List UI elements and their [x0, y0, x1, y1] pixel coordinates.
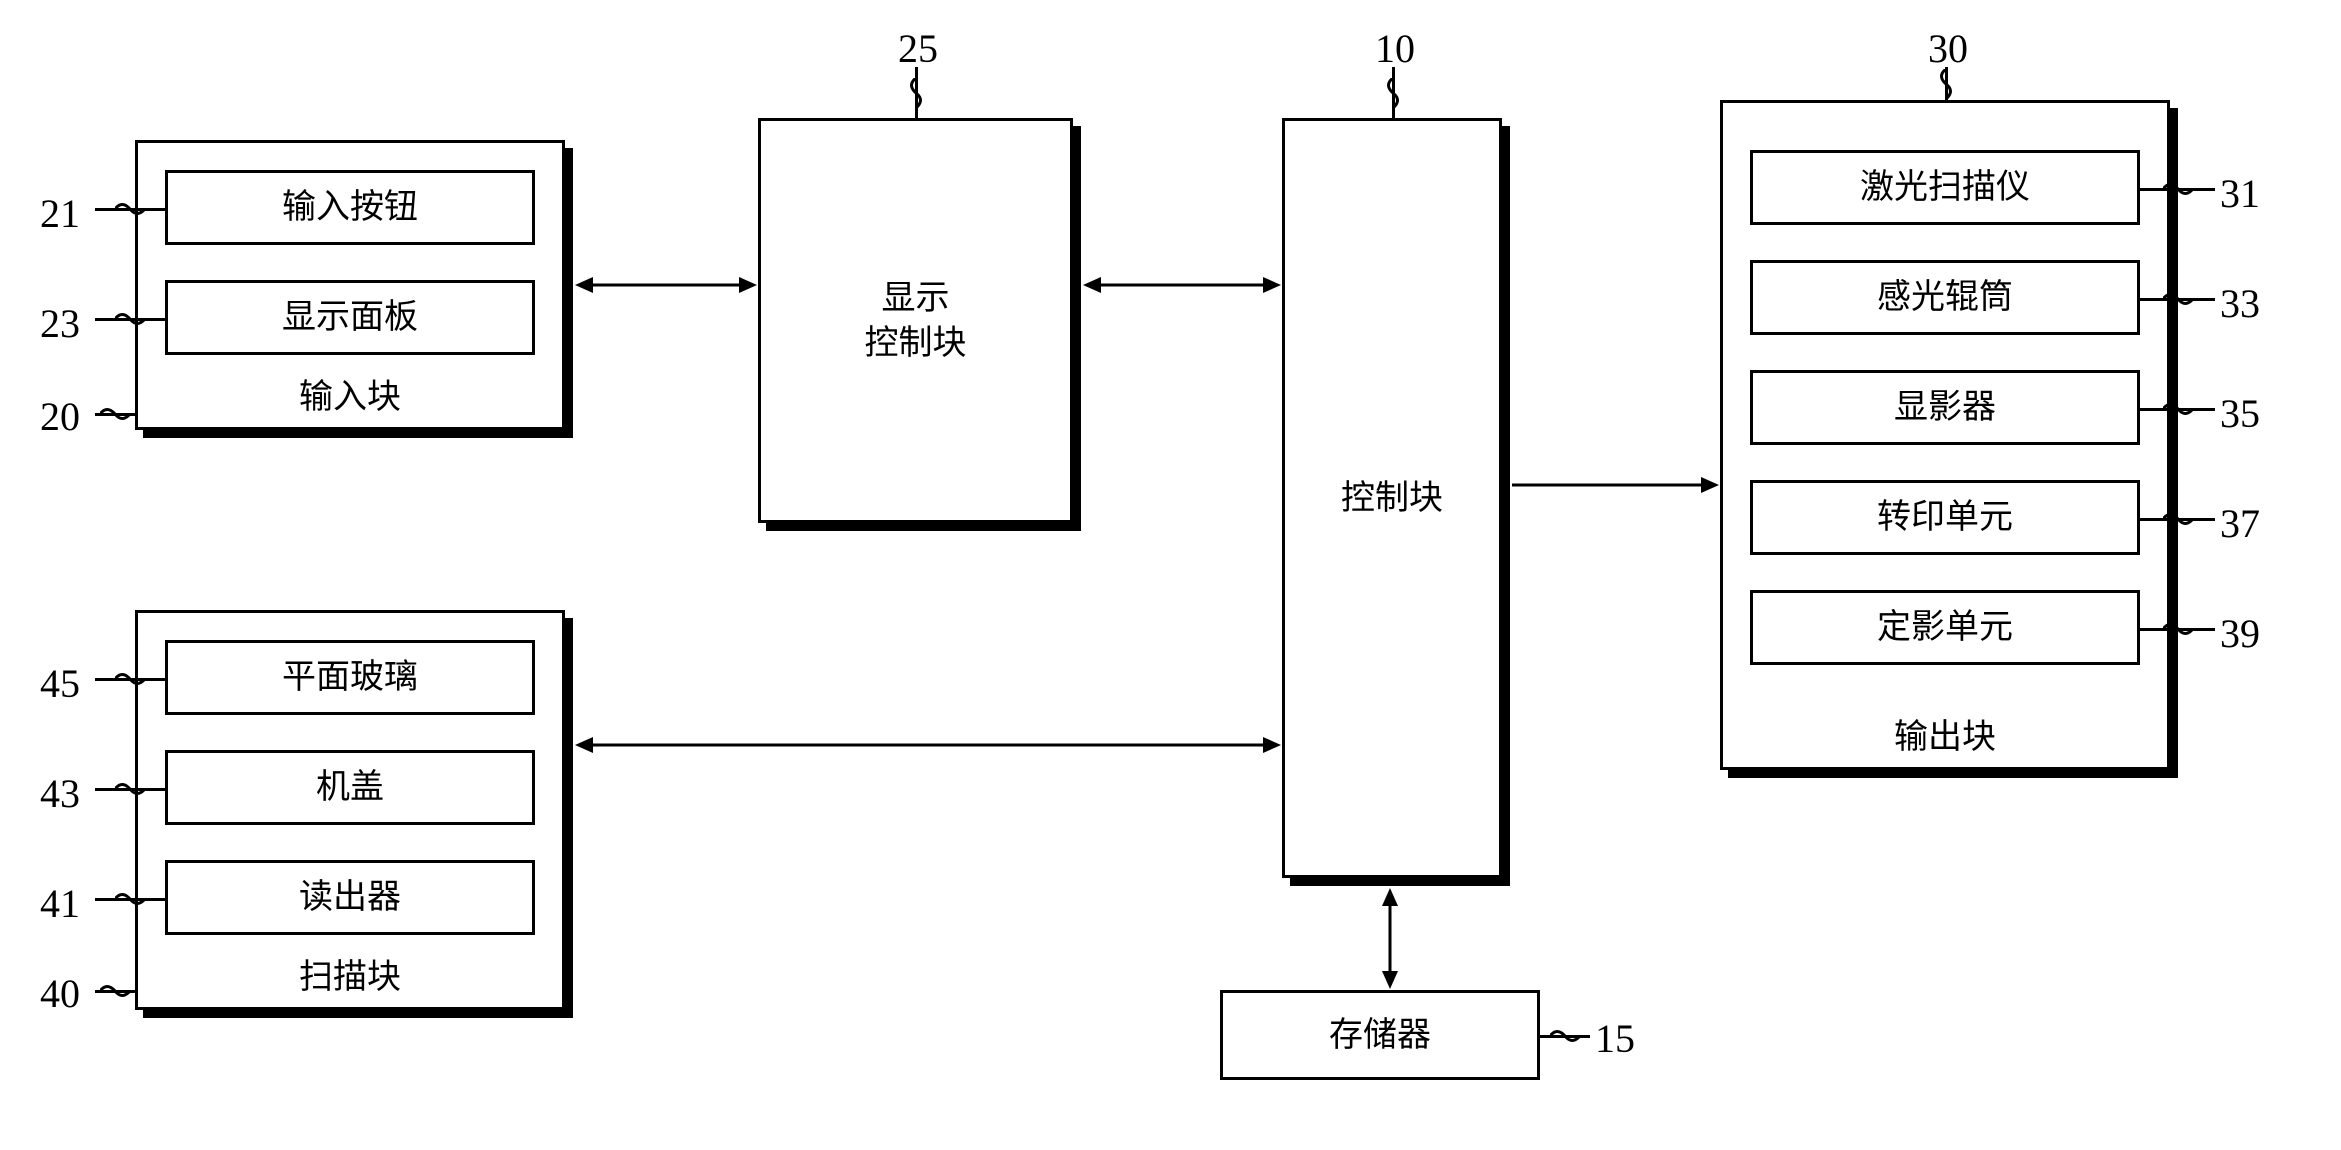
- scan-item-0-label: 平面玻璃: [282, 655, 418, 699]
- ref-23: 23: [40, 300, 80, 347]
- control-block-label: 控制块: [1341, 476, 1443, 520]
- output-item-1: 感光辊筒: [1750, 260, 2140, 335]
- ref-25: 25: [898, 25, 938, 72]
- output-item-4: 定影单元: [1750, 590, 2140, 665]
- diagram-canvas: 输入块 输入按钮显示面板 显示 控制块控制块输出块 激光扫描仪感光辊筒显影器转印单元定…: [0, 0, 2341, 1150]
- ref-45: 45: [40, 660, 80, 707]
- scan-block-title: 扫描块: [135, 955, 565, 999]
- control-block: 控制块: [1282, 118, 1502, 878]
- output-item-0: 激光扫描仪: [1750, 150, 2140, 225]
- output-item-2-label: 显影器: [1894, 385, 1996, 429]
- output-item-3: 转印单元: [1750, 480, 2140, 555]
- ref-40: 40: [40, 970, 80, 1017]
- scan-item-0: 平面玻璃: [165, 640, 535, 715]
- output-item-1-label: 感光辊筒: [1877, 275, 2013, 319]
- input-item-0-label: 输入按钮: [282, 185, 418, 229]
- memory-block: 存储器: [1220, 990, 1540, 1080]
- output-item-3-label: 转印单元: [1877, 495, 2013, 539]
- ref-15: 15: [1595, 1015, 1635, 1062]
- output-item-4-label: 定影单元: [1877, 605, 2013, 649]
- ref-21: 21: [40, 190, 80, 237]
- scan-item-1-label: 机盖: [316, 765, 384, 809]
- ref-31: 31: [2220, 170, 2260, 217]
- input-item-0: 输入按钮: [165, 170, 535, 245]
- scan-item-2: 读出器: [165, 860, 535, 935]
- input-item-1-label: 显示面板: [282, 295, 418, 339]
- scan-item-2-label: 读出器: [299, 875, 401, 919]
- ref-30: 30: [1928, 25, 1968, 72]
- output-block-title: 输出块: [1720, 715, 2170, 759]
- ref-43: 43: [40, 770, 80, 817]
- ref-35: 35: [2220, 390, 2260, 437]
- input-block-title: 输入块: [135, 375, 565, 419]
- display-control-block-label: 显示 控制块: [865, 276, 967, 364]
- input-item-1: 显示面板: [165, 280, 535, 355]
- display-control-block: 显示 控制块: [758, 118, 1073, 523]
- output-item-2: 显影器: [1750, 370, 2140, 445]
- ref-20: 20: [40, 393, 80, 440]
- scan-item-1: 机盖: [165, 750, 535, 825]
- ref-37: 37: [2220, 500, 2260, 547]
- ref-33: 33: [2220, 280, 2260, 327]
- ref-41: 41: [40, 880, 80, 927]
- output-item-0-label: 激光扫描仪: [1860, 165, 2030, 209]
- ref-39: 39: [2220, 610, 2260, 657]
- memory-block-label: 存储器: [1329, 1013, 1431, 1057]
- ref-10: 10: [1375, 25, 1415, 72]
